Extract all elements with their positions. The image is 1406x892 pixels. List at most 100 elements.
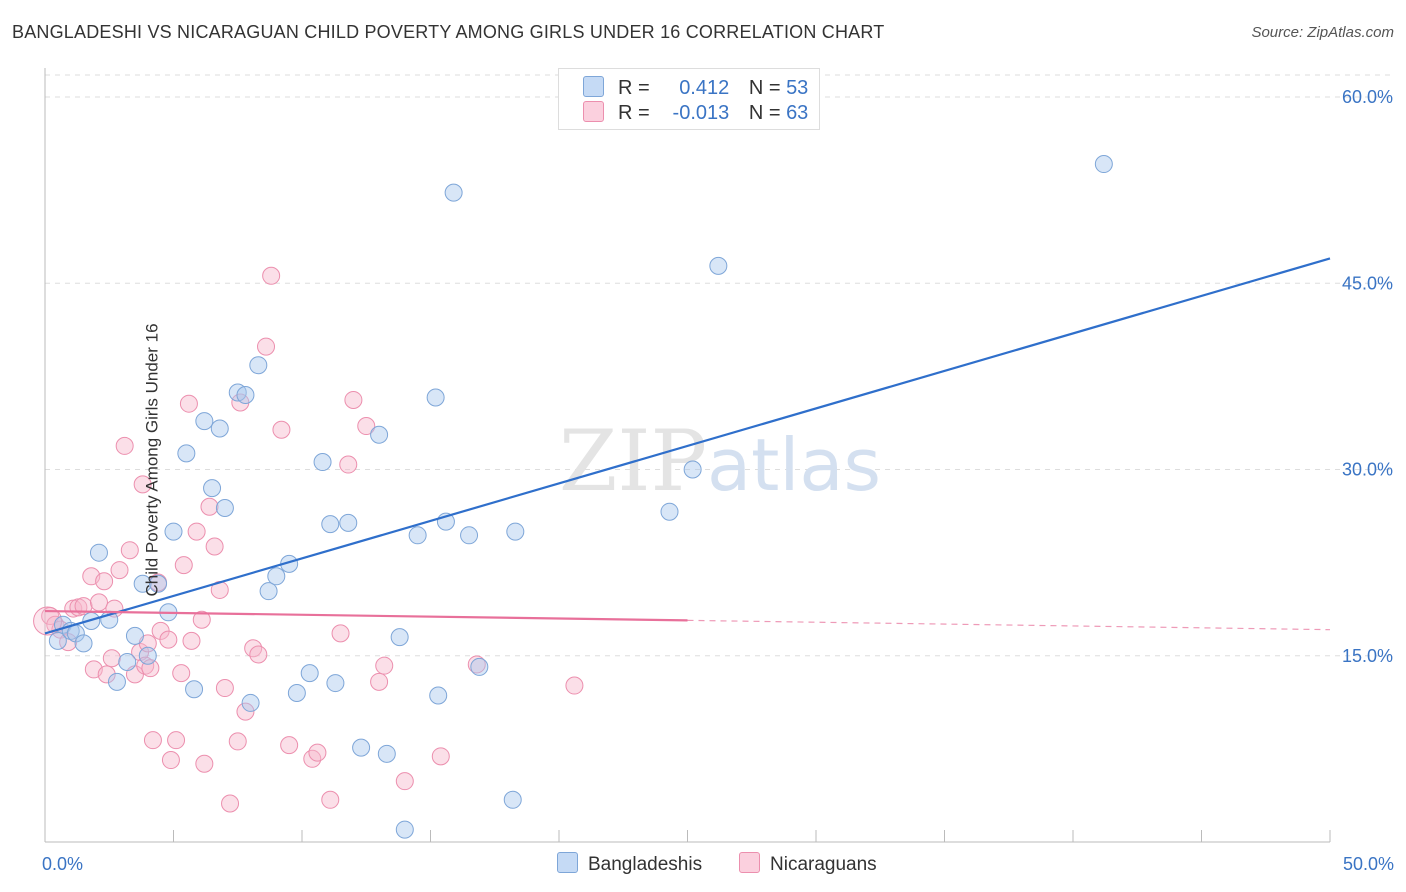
trend-line-nicaraguans-dashed [687, 619, 1331, 631]
data-point-bangladeshis [444, 183, 463, 202]
data-point-bangladeshis [506, 522, 525, 541]
data-point-nicaraguans [143, 731, 162, 750]
legend-n-value: 63 [786, 102, 809, 124]
gridlines [45, 74, 1395, 657]
data-point-bangladeshis [236, 386, 255, 404]
data-point-bangladeshis [321, 515, 340, 534]
data-point-bangladeshis [390, 628, 409, 647]
data-point-nicaraguans [161, 751, 180, 770]
data-point-nicaraguans [174, 556, 193, 575]
y-tick-label: 60.0% [1342, 87, 1393, 107]
data-point-bangladeshis [683, 460, 702, 479]
chart-title: BANGLADESHI VS NICARAGUAN CHILD POVERTY … [12, 22, 885, 42]
legend-r-value: 0.412 [679, 77, 730, 99]
data-point-nicaraguans [236, 702, 255, 721]
legend-swatch-blue [583, 76, 604, 97]
data-point-bangladeshis [138, 646, 157, 665]
data-point-nicaraguans [95, 572, 114, 591]
source-credit: Source: ZipAtlas.com [1251, 24, 1394, 41]
bottom-legend-label: Nicaraguans [770, 854, 877, 875]
data-point-bangladeshis [370, 425, 389, 444]
data-point-nicaraguans [344, 390, 363, 409]
data-point-nicaraguans [110, 561, 129, 580]
series-bangladeshis-points [48, 155, 1113, 839]
data-point-bangladeshis [352, 738, 371, 757]
legend-r-label: R = [618, 77, 650, 99]
data-point-nicaraguans [89, 593, 108, 612]
data-point-bangladeshis [503, 790, 522, 809]
data-point-nicaraguans [280, 736, 299, 755]
data-point-nicaraguans [370, 672, 389, 691]
data-point-nicaraguans [375, 656, 394, 675]
y-tick-labels: 15.0% 30.0% 45.0% 60.0% [1342, 87, 1393, 666]
data-point-bangladeshis [133, 574, 152, 593]
y-tick-label: 45.0% [1342, 273, 1393, 293]
data-point-bangladeshis [249, 356, 268, 375]
data-point-bangladeshis [267, 567, 286, 586]
data-point-bangladeshis [259, 582, 278, 601]
bottom-legend-nicaraguans: Nicaraguans [739, 852, 877, 876]
data-point-nicaraguans [249, 645, 268, 664]
axes [44, 68, 1331, 843]
data-point-bangladeshis [339, 513, 358, 532]
data-point-nicaraguans [321, 790, 340, 809]
data-point-bangladeshis [125, 626, 144, 645]
data-point-nicaraguans [272, 420, 291, 439]
data-point-bangladeshis [74, 634, 93, 653]
data-point-bangladeshis [426, 388, 445, 407]
data-point-bangladeshis [326, 674, 345, 693]
x-tick-labels: 0.0% 50.0% [42, 854, 1394, 874]
data-point-nicaraguans [339, 455, 358, 474]
legend-swatch-pink [583, 101, 604, 122]
trend-lines [44, 257, 1331, 635]
data-point-nicaraguans [159, 630, 178, 649]
data-point-nicaraguans [192, 610, 211, 629]
data-point-bangladeshis [660, 502, 679, 521]
watermark: ZIPatlas [559, 412, 881, 510]
x-tick-label: 0.0% [42, 854, 83, 874]
data-point-nicaraguans [102, 649, 121, 668]
data-point-bangladeshis [210, 419, 229, 438]
correlation-legend: R = 0.412 N = 53 R = -0.013 N = 63 [558, 68, 820, 130]
bottom-legend-swatch-blue [557, 852, 578, 873]
data-point-bangladeshis [203, 479, 222, 498]
y-axis-label-wrap: Child Poverty Among Girls Under 16 [143, 323, 163, 596]
data-point-bangladeshis [89, 543, 108, 562]
data-point-nicaraguans [172, 664, 191, 683]
data-point-bangladeshis [709, 256, 728, 275]
data-point-nicaraguans [97, 665, 116, 684]
data-point-nicaraguans [262, 266, 281, 285]
x-tick-label: 50.0% [1343, 854, 1394, 874]
data-point-nicaraguans [331, 624, 350, 643]
legend-n-value: 53 [786, 77, 809, 99]
legend-row-nicaraguans: R = -0.013 N = 63 [583, 101, 808, 125]
data-point-nicaraguans [195, 754, 214, 773]
data-point-bangladeshis [313, 453, 332, 472]
data-point-nicaraguans [200, 497, 219, 516]
data-point-bangladeshis [1094, 155, 1113, 174]
data-point-nicaraguans [565, 676, 584, 695]
data-point-bangladeshis [287, 684, 306, 702]
legend-r-label: R = [618, 102, 650, 124]
data-point-nicaraguans [228, 732, 247, 751]
y-axis-label: Child Poverty Among Girls Under 16 [142, 323, 162, 597]
data-point-nicaraguans [120, 541, 139, 560]
series-nicaraguans-points [33, 266, 584, 813]
legend-r-value: -0.013 [672, 102, 730, 124]
data-point-nicaraguans [395, 772, 414, 791]
data-point-nicaraguans [308, 743, 327, 762]
data-point-bangladeshis [300, 664, 319, 683]
data-point-bangladeshis [470, 657, 489, 676]
data-point-bangladeshis [377, 744, 396, 763]
bottom-legend-label: Bangladeshis [588, 854, 703, 875]
bottom-legend-bangladeshis: Bangladeshis [557, 852, 702, 876]
data-point-nicaraguans [133, 475, 152, 494]
data-point-bangladeshis [149, 574, 168, 593]
data-point-bangladeshis [195, 412, 214, 431]
data-point-bangladeshis [164, 522, 183, 541]
data-point-nicaraguans [205, 537, 224, 556]
data-point-bangladeshis [48, 631, 67, 650]
data-point-nicaraguans [179, 394, 198, 413]
data-point-nicaraguans [467, 655, 486, 674]
data-point-bangladeshis [395, 820, 414, 839]
